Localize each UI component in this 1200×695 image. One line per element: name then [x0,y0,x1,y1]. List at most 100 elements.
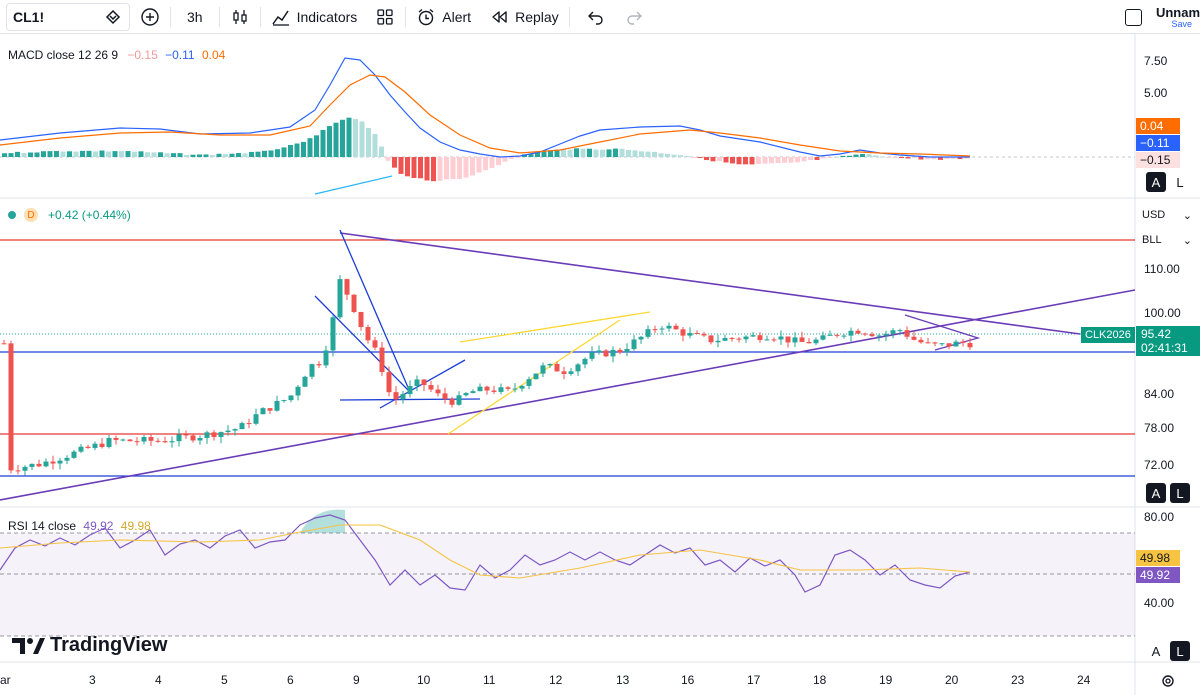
compare-icon[interactable] [103,7,123,27]
tv-logo-icon [12,637,45,654]
candle-body [442,393,448,400]
candle-body [659,328,665,330]
date-label: 10 [417,673,431,687]
macd-hist-bar [730,157,735,164]
macd-value: −0.11 [165,48,195,62]
macd-hist-bar [762,157,768,164]
macd-auto-scale-button[interactable]: A [1146,172,1166,192]
candle-body [456,395,462,405]
macd-log-scale-button[interactable]: L [1176,174,1184,190]
macd-hist-bar [873,155,878,157]
macd-hist-bar [385,157,391,161]
macd-hist-bar [528,154,534,157]
main-auto-scale-button[interactable]: A [1146,483,1166,503]
macd-hist-bar [847,155,852,157]
candle-body [379,347,385,373]
candle-body [855,330,861,334]
candle-body [435,389,441,394]
symbol-search[interactable]: CL1! [6,2,130,31]
rsi-legend[interactable]: RSI 14 close 49.92 49.98 [8,519,151,533]
candle-body [925,342,931,344]
redo-icon [624,7,644,27]
layout-name[interactable]: Unnam [1155,4,1200,20]
macd-hist-bar [684,156,690,158]
save-link[interactable]: Save [1171,18,1192,29]
macd-hist-bar [483,157,488,171]
candle-body [295,386,301,396]
chart-type-button[interactable] [224,3,256,31]
currency-select[interactable]: USD ⌄ [1138,204,1196,226]
candle-body [8,343,14,471]
candle-body [218,432,224,437]
macd-hist-bar [587,148,592,157]
macd-hist-bar [444,157,449,180]
price-change: +0.42 (+0.44%) [48,208,131,222]
candle-body [120,439,126,441]
symbol-name: CL1! [13,8,45,25]
candle-body [834,334,840,336]
macd-hist-bar [164,153,170,157]
macd-hist-bar [879,156,885,158]
candle-body [246,423,252,425]
tradingview-logo[interactable]: TradingView [12,634,167,657]
indicators-button[interactable]: Indicators [265,3,364,31]
chevron-down-icon: ⌄ [1182,209,1192,222]
candle-body [1,343,7,345]
replay-button[interactable]: Replay [483,3,565,31]
candle-body [386,372,392,393]
macd-hist-bar [86,150,92,157]
candle-body [960,341,966,343]
main-legend[interactable]: D +0.42 (+0.44%) [8,208,131,222]
macd-hist-bar [723,157,729,163]
rsi-auto-scale-button[interactable]: A [1151,643,1161,659]
candle-body [897,330,903,332]
candle-body [309,364,315,377]
macd-hist-bar [496,157,501,166]
macd-hist-tag: −0.15 [1136,152,1180,168]
macd-hist-bar [184,154,189,157]
macd-hist-bar [73,151,79,157]
redo-button[interactable] [618,3,650,31]
macd-hist-value: −0.15 [127,48,158,62]
descending-trendline [339,232,1081,335]
main-log-scale-button[interactable]: L [1170,483,1190,503]
candle-body [883,333,889,336]
macd-hist-bar [177,153,183,157]
macd-hist-bar [892,157,898,158]
macd-hist-bar [327,126,332,157]
rsi-ma-tag: 49.98 [1136,550,1180,566]
undo-button[interactable] [580,3,612,31]
macd-hist-bar [301,141,306,157]
macd-legend[interactable]: MACD close 12 26 9 −0.15 −0.11 0.04 [8,48,225,62]
candle-body [540,365,546,374]
macd-hist-bar [665,153,670,157]
candle-body [589,352,595,359]
currency-label: USD [1142,209,1166,221]
unit-select[interactable]: BLL ⌄ [1138,229,1196,251]
candle-body [638,336,644,340]
candle-body [190,435,196,441]
layouts-button[interactable] [369,3,401,31]
macd-histogram [2,117,969,182]
candle-body [827,334,833,336]
interval-button[interactable]: 3h [187,8,203,25]
candle-body [918,339,924,343]
macd-hist-bar [769,157,774,164]
settings-icon[interactable] [1160,673,1176,689]
macd-hist-bar [905,157,911,159]
date-label: 17 [747,673,761,687]
rsi-log-scale-button[interactable]: L [1170,641,1190,661]
candle-body [414,379,420,386]
candle-body [204,432,210,438]
macd-hist-bar [431,157,436,182]
macd-hist-bar [710,157,716,162]
select-checkbox[interactable] [1124,8,1142,26]
macd-hist-bar [931,157,937,160]
alert-button[interactable]: Alert [410,3,477,31]
candle-body [764,339,770,341]
flag-line-1 [314,295,411,393]
add-symbol-button[interactable] [134,3,166,31]
macd-hist-bar [866,154,872,157]
bar-countdown: 02:41:31 [1141,341,1188,355]
